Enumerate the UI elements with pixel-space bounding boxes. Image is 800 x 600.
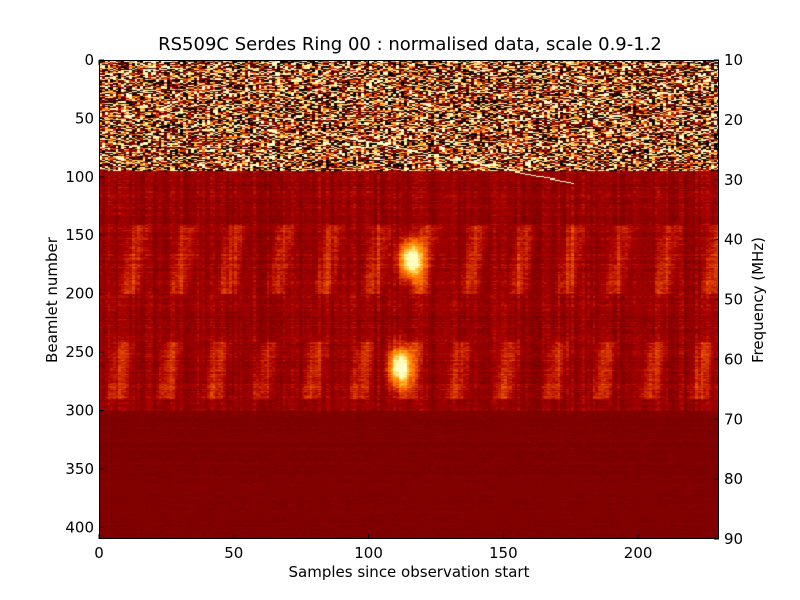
y2-tick-label: 90	[724, 530, 743, 548]
y-tick-label: 50	[75, 109, 94, 127]
chart-title: RS509C Serdes Ring 00 : normalised data,…	[158, 34, 662, 55]
x-tick-label: 0	[94, 544, 104, 562]
y-tick-label: 300	[65, 401, 94, 419]
y2-tick-label: 70	[724, 410, 743, 428]
y2-tick-label: 30	[724, 171, 743, 189]
y2-tick-label: 50	[724, 291, 743, 309]
y-tick-label: 400	[65, 518, 94, 536]
y2-tick-label: 80	[724, 470, 743, 488]
y2-tick-label: 20	[724, 111, 743, 129]
y-tick-label: 100	[65, 168, 94, 186]
y-tick-label: 0	[84, 51, 94, 69]
y-tick-label: 150	[65, 226, 94, 244]
x-tick-label: 50	[224, 544, 243, 562]
y-tick-label: 350	[65, 460, 94, 478]
y2-tick-label: 10	[724, 51, 743, 69]
y-tick-label: 200	[65, 285, 94, 303]
x-axis-label: Samples since observation start	[289, 563, 530, 581]
y2-tick-label: 40	[724, 231, 743, 249]
x-tick-label: 100	[354, 544, 383, 562]
y-axis-label: Beamlet number	[43, 236, 61, 363]
y2-axis-label: Frequency (MHz)	[749, 237, 767, 363]
y2-tick-label: 60	[724, 350, 743, 368]
x-tick-label: 200	[624, 544, 653, 562]
y-tick-label: 250	[65, 343, 94, 361]
x-tick-label: 150	[489, 544, 518, 562]
heatmap-image	[99, 60, 719, 539]
